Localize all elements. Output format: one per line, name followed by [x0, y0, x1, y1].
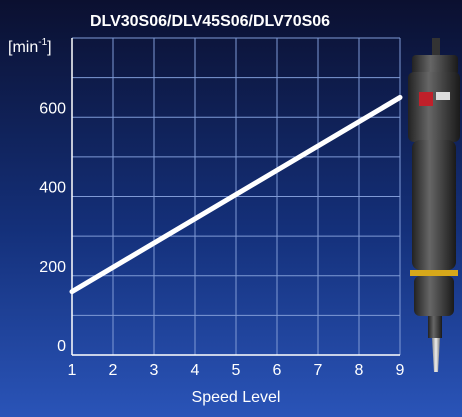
x-tick-label: 6 [273, 362, 282, 379]
screwdriver-illustration [408, 38, 460, 372]
x-tick-label: 8 [355, 362, 364, 379]
y-label-sup: -1 [38, 37, 47, 48]
y-label-base: [min [8, 39, 38, 56]
x-tick-label: 9 [396, 362, 405, 379]
y-tick-label: 0 [57, 338, 66, 355]
data-line [69, 94, 403, 295]
x-axis-label: Speed Level [192, 389, 281, 406]
y-tick-label: 200 [39, 259, 66, 276]
y-tick-label: 600 [39, 100, 66, 117]
x-tick-label: 5 [232, 362, 241, 379]
x-tick-label: 3 [150, 362, 159, 379]
y-label-end: ] [47, 39, 51, 56]
x-tick-label: 2 [109, 362, 118, 379]
y-axis-label: [min-1] [8, 37, 52, 57]
chart-title: DLV30S06/DLV45S06/DLV70S06 [90, 13, 330, 30]
x-tick-label: 4 [191, 362, 200, 379]
x-tick-label: 1 [68, 362, 77, 379]
y-tick-label: 400 [39, 180, 66, 197]
x-tick-label: 7 [314, 362, 323, 379]
